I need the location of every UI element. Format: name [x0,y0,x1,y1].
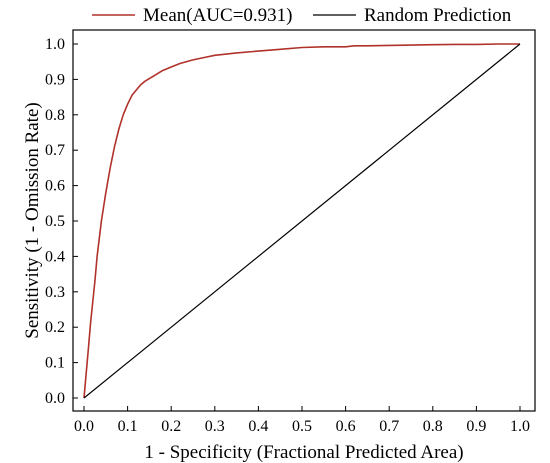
x-tick-label: 0.7 [379,418,399,435]
series-line-random [83,43,521,399]
x-axis-title: 1 - Specificity (Fractional Predicted Ar… [144,442,463,463]
y-axis-title: Sensitivity (1 - Omission Rate) [22,102,43,338]
series-layer [83,43,521,399]
y-tick-label: 0.1 [45,355,65,372]
x-tick-label: 0.6 [336,418,356,435]
y-axis: 0.0 0.1 0.2 0.3 0.4 0.5 0.6 0.7 0.8 0.9 1.0 [45,36,78,407]
y-tick-label: 0.3 [45,284,65,301]
x-tick-label: 0.5 [292,418,312,435]
y-tick-label: 0.4 [45,248,65,265]
y-tick-label: 1.0 [45,36,65,53]
x-tick-label: 0.1 [118,418,138,435]
x-tick-label: 0.9 [466,418,486,435]
y-tick-label: 0.8 [45,107,65,124]
y-tick-label: 0.2 [45,319,65,336]
x-tick-label: 1.0 [510,418,530,435]
y-tick-label: 0.6 [45,178,65,195]
x-tick-label: 0.4 [248,418,268,435]
y-tick-label: 0.7 [45,142,65,159]
plot-area-frame [72,29,536,412]
legend-label-random: Random Prediction [364,5,512,26]
y-tick-label: 0.0 [45,390,65,407]
legend-label-mean: Mean(AUC=0.931) [143,5,293,26]
x-tick-label: 0.8 [423,418,443,435]
legend: Mean(AUC=0.931) Random Prediction [92,5,512,26]
series-line-mean [83,43,520,399]
y-tick-label: 0.9 [45,71,65,88]
x-tick-label: 0.3 [205,418,225,435]
x-tick-label: 0.0 [74,418,94,435]
x-tick-label: 0.2 [161,418,181,435]
x-axis: 0.0 0.1 0.2 0.3 0.4 0.5 0.6 0.7 0.8 0.9 1.0 [74,406,530,435]
y-tick-label: 0.5 [45,213,65,230]
